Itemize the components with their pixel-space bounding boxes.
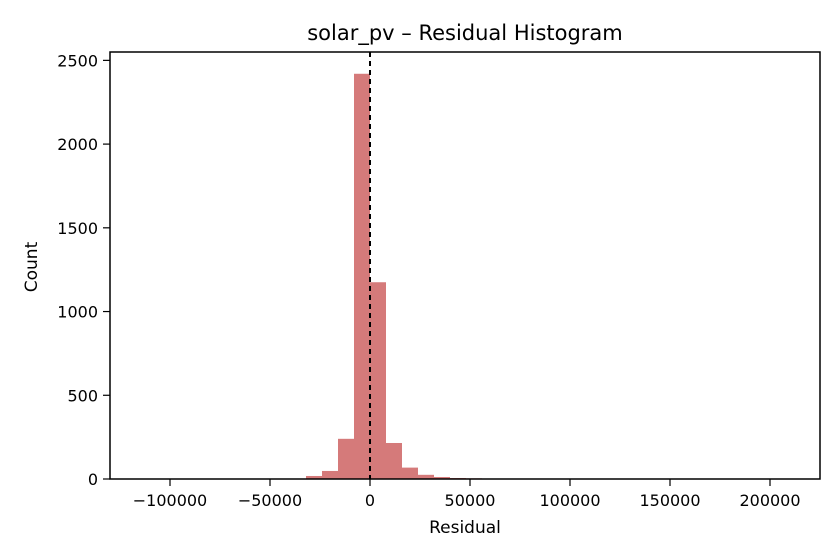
y-tick-label: 0	[88, 470, 98, 489]
x-tick-label: 50000	[445, 491, 496, 510]
x-axis-ticks: −100000 −50000 0 50000 100000 150000 200000	[133, 479, 801, 510]
x-axis-label: Residual	[429, 518, 501, 538]
y-tick-label: 1000	[57, 303, 98, 322]
histogram-bar	[402, 467, 418, 479]
y-tick-label: 500	[67, 386, 98, 405]
y-tick-label: 1500	[57, 219, 98, 238]
y-axis-ticks: 0 500 1000 1500 2000 2500	[57, 51, 110, 489]
histogram-bar	[434, 476, 450, 479]
histogram-bar	[354, 73, 370, 480]
x-tick-label: −100000	[133, 491, 207, 510]
x-tick-label: 150000	[639, 491, 700, 510]
histogram-bar	[370, 282, 386, 479]
histogram-bar	[322, 470, 338, 479]
histogram-bar	[306, 475, 322, 479]
y-tick-label: 2000	[57, 135, 98, 154]
histogram-bar	[386, 442, 402, 479]
x-tick-label: 100000	[539, 491, 600, 510]
x-tick-label: 200000	[739, 491, 800, 510]
y-axis-label: Count	[22, 241, 42, 292]
y-tick-label: 2500	[57, 51, 98, 70]
chart-title: solar_pv – Residual Histogram	[307, 21, 623, 46]
histogram-bar	[338, 438, 354, 479]
x-tick-label: −50000	[238, 491, 302, 510]
plot-area-frame	[109, 51, 821, 480]
x-tick-label: 0	[365, 491, 375, 510]
histogram-bar	[418, 474, 434, 479]
